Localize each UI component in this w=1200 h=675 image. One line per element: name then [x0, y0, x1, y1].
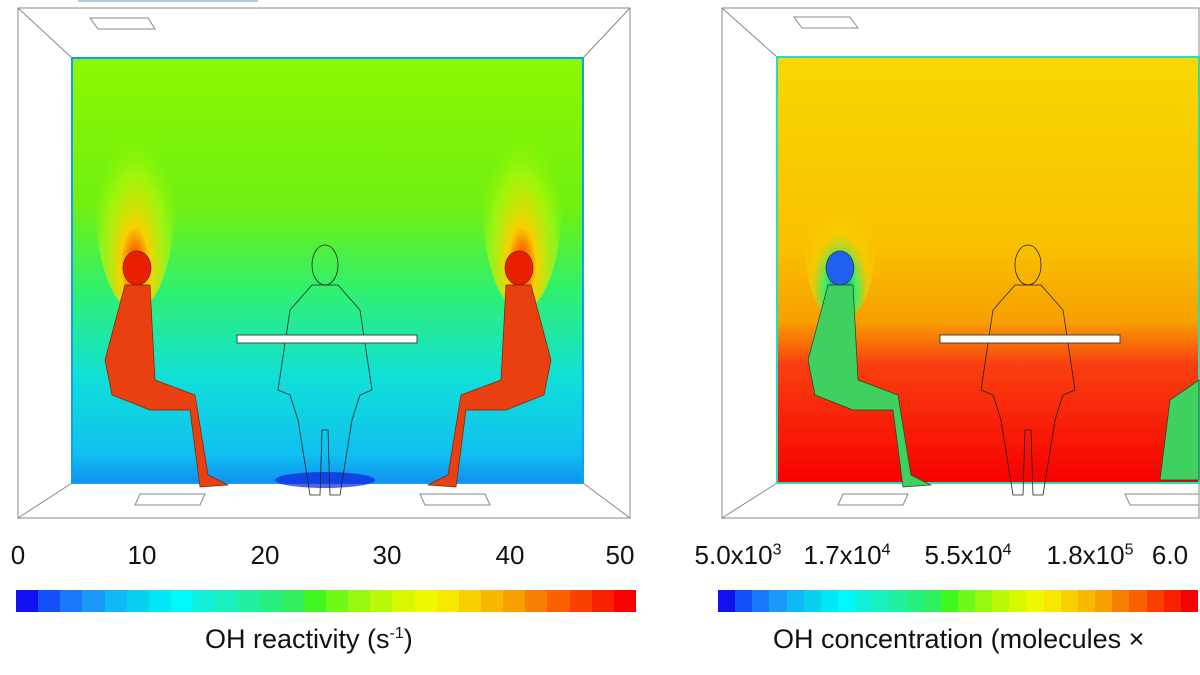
colorbar-tick: 10 [127, 540, 157, 570]
seated-person-right [426, 250, 552, 488]
oh-concentration-colorbar-title: OH concentration (molecules × [773, 624, 1145, 654]
colorbar-tick: 30 [372, 540, 402, 570]
colorbar-tick: 40 [495, 540, 525, 570]
ceiling-vent [89, 17, 156, 30]
colorbar-segment [975, 590, 993, 612]
colorbar-segment [436, 590, 459, 612]
colorbar-segment [414, 590, 437, 612]
floor-vent [419, 493, 491, 506]
colorbar-tick: 5.0x103 [694, 540, 782, 570]
colorbar-segment [1163, 590, 1181, 612]
colorbar-segment [170, 590, 194, 612]
plume-left [95, 90, 175, 310]
colorbar-segment [1129, 590, 1147, 612]
colorbar-segment [547, 590, 570, 612]
colorbar-segment [259, 590, 282, 612]
colorbar-segment [940, 590, 958, 612]
ceiling-vent [793, 16, 859, 29]
colorbar-segment [16, 590, 39, 612]
oh-concentration-colorbar [718, 590, 1198, 612]
colorbar-segment [820, 590, 838, 612]
colorbar-segment [525, 590, 548, 612]
standing-person-wireframe [277, 244, 373, 496]
colorbar-segment [718, 590, 736, 612]
colorbar-tick: 20 [250, 540, 280, 570]
colorbar-segment [348, 590, 371, 612]
colorbar-segment [569, 590, 592, 612]
oh-reactivity-colorbar [16, 590, 636, 612]
colorbar-segment [38, 590, 61, 612]
colorbar-tick: 0 [10, 540, 26, 570]
colorbar-segment [591, 590, 614, 612]
seated-person-right [1159, 379, 1200, 481]
colorbar-segment [889, 590, 907, 612]
colorbar-segment [126, 590, 149, 612]
colorbar-segment [281, 590, 304, 612]
colorbar-segment [803, 590, 821, 612]
colorbar-tick: 1.8x105 [1046, 540, 1134, 570]
colorbar-segment [1043, 590, 1061, 612]
colorbar-segment [82, 590, 105, 612]
colorbar-segment [837, 590, 856, 612]
colorbar-segment [752, 590, 770, 612]
colorbar-segment [613, 590, 636, 612]
colorbar-segment [237, 590, 260, 612]
colorbar-segment [906, 590, 924, 612]
colorbar-segment [1060, 590, 1078, 612]
colorbar-segment [104, 590, 127, 612]
colorbar-segment [1112, 590, 1130, 612]
colorbar-segment [1146, 590, 1164, 612]
seated-person-left [807, 250, 933, 488]
colorbar-segment [872, 590, 890, 612]
colorbar-segment [480, 590, 504, 612]
table [939, 334, 1121, 344]
floor-vent [837, 493, 909, 506]
colorbar-segment [1026, 590, 1044, 612]
colorbar-segment [392, 590, 415, 612]
colorbar-segment [1180, 590, 1198, 612]
colorbar-segment [923, 590, 941, 612]
colorbar-segment [215, 590, 238, 612]
floor-vent [1124, 493, 1200, 506]
colorbar-segment [1095, 590, 1113, 612]
colorbar-segment [786, 590, 804, 612]
standing-person-wireframe [980, 244, 1076, 496]
colorbar-segment [325, 590, 349, 612]
plume-right [482, 90, 562, 310]
floor-vent [134, 493, 206, 506]
table [236, 334, 418, 344]
figure-edge [78, 0, 258, 2]
colorbar-segment [769, 590, 787, 612]
colorbar-segment [957, 590, 976, 612]
plume-left [805, 180, 875, 320]
colorbar-segment [503, 590, 526, 612]
colorbar-segment [60, 590, 83, 612]
colorbar-tick: 6.0 [1151, 540, 1189, 570]
colorbar-segment [458, 590, 481, 612]
colorbar-segment [148, 590, 171, 612]
colorbar-segment [370, 590, 393, 612]
colorbar-tick: 50 [605, 540, 635, 570]
colorbar-segment [855, 590, 873, 612]
colorbar-tick: 1.7x104 [803, 540, 891, 570]
colorbar-segment [1077, 590, 1096, 612]
colorbar-segment [1009, 590, 1027, 612]
oh-reactivity-colorbar-title: OH reactivity (s-1) [205, 624, 413, 654]
seated-person-left [104, 250, 230, 488]
colorbar-tick: 5.5x104 [924, 540, 1012, 570]
colorbar-segment [992, 590, 1010, 612]
colorbar-segment [193, 590, 216, 612]
oh-reactivity-room-view [17, 7, 631, 519]
oh-concentration-room-view [721, 7, 1200, 519]
colorbar-segment [303, 590, 326, 612]
colorbar-segment [735, 590, 753, 612]
